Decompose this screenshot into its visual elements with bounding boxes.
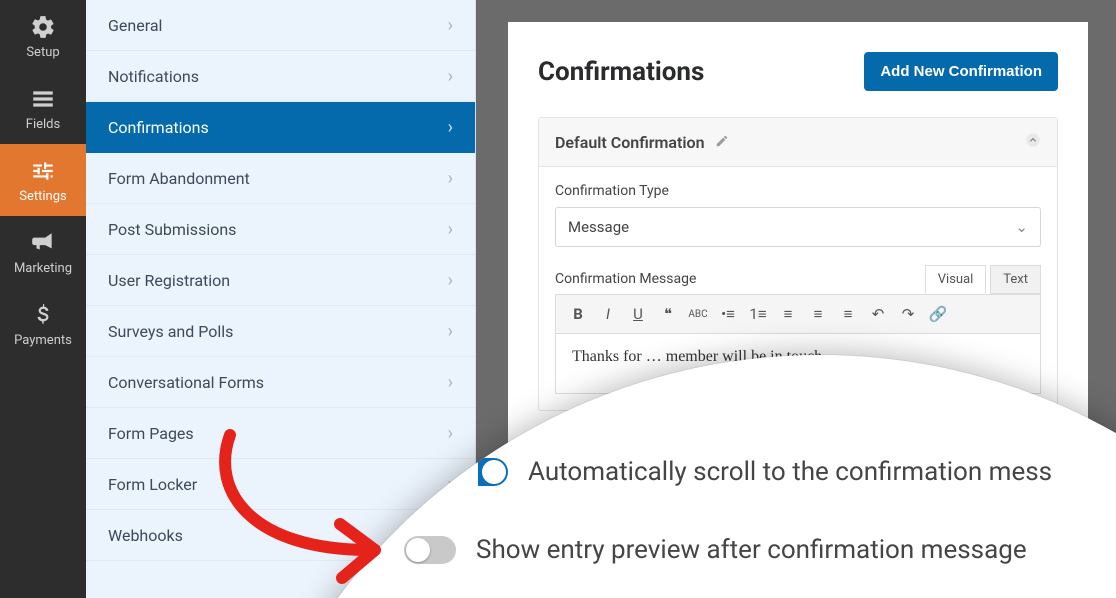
panel-header[interactable]: Default Confirmation <box>539 118 1057 167</box>
sidebar-item-surveys-polls[interactable]: Surveys and Polls › <box>86 306 475 357</box>
bullet-list-icon[interactable]: •≡ <box>714 300 742 328</box>
rail-label: Marketing <box>14 261 72 276</box>
confirmation-type-select[interactable]: Message ⌄ <box>555 207 1041 247</box>
sidebar-item-form-abandonment[interactable]: Form Abandonment › <box>86 153 475 204</box>
sidebar-item-user-registration[interactable]: User Registration › <box>86 255 475 306</box>
sidebar-item-confirmations[interactable]: Confirmations › <box>86 102 475 153</box>
rail-label: Settings <box>19 189 66 204</box>
chevron-right-icon: › <box>448 321 453 342</box>
select-value: Message <box>568 218 629 236</box>
clear-format-icon[interactable]: ABC <box>684 300 712 328</box>
confirmation-message-label: Confirmation Message <box>555 271 696 287</box>
sidebar-item-label: General <box>108 16 162 35</box>
chevron-right-icon: › <box>448 168 453 189</box>
auto-scroll-toggle-partial[interactable] <box>478 452 508 492</box>
zoom-callout: Tags Automatically scroll to the confirm… <box>220 355 1116 598</box>
link-icon[interactable]: 🔗 <box>924 300 952 328</box>
sidebar-item-label: Notifications <box>108 67 199 86</box>
quote-icon[interactable]: ❝ <box>654 300 682 328</box>
redo-icon[interactable]: ↷ <box>894 300 922 328</box>
align-center-icon[interactable]: ≡ <box>804 300 832 328</box>
nav-rail: Setup Fields Settings Marketing Payments <box>0 0 86 598</box>
editor-tab-visual[interactable]: Visual <box>925 265 987 294</box>
sidebar-item-label: User Registration <box>108 271 230 290</box>
show-entry-preview-label: Show entry preview after confirmation me… <box>476 535 1027 565</box>
align-left-icon[interactable]: ≡ <box>774 300 802 328</box>
sidebar-item-label: Form Pages <box>108 424 194 443</box>
sidebar-item-label: Surveys and Polls <box>108 322 233 341</box>
sidebar-item-label: Form Locker <box>108 475 197 494</box>
underline-icon[interactable]: U <box>624 300 652 328</box>
sidebar-item-notifications[interactable]: Notifications › <box>86 51 475 102</box>
rail-label: Payments <box>14 333 72 348</box>
bold-icon[interactable]: B <box>564 300 592 328</box>
page-title: Confirmations <box>538 57 704 87</box>
sidebar-item-post-submissions[interactable]: Post Submissions › <box>86 204 475 255</box>
rail-item-setup[interactable]: Setup <box>0 0 86 72</box>
rail-label: Setup <box>26 45 59 60</box>
list-icon <box>30 85 56 113</box>
sliders-icon <box>30 157 56 185</box>
editor-toolbar: B I U ❝ ABC •≡ 1≡ ≡ ≡ ≡ ↶ ↷ 🔗 <box>555 294 1041 334</box>
rail-item-payments[interactable]: Payments <box>0 288 86 360</box>
sidebar-item-label: Webhooks <box>108 526 183 545</box>
sidebar-item-label: Confirmations <box>108 118 209 137</box>
chevron-right-icon: › <box>448 15 453 36</box>
sidebar-item-label: Form Abandonment <box>108 169 250 188</box>
bullhorn-icon <box>30 229 56 257</box>
dollar-icon <box>30 301 56 329</box>
sidebar-item-general[interactable]: General › <box>86 0 475 51</box>
number-list-icon[interactable]: 1≡ <box>744 300 772 328</box>
chevron-right-icon: › <box>448 117 453 138</box>
italic-icon[interactable]: I <box>594 300 622 328</box>
add-new-confirmation-button[interactable]: Add New Confirmation <box>864 52 1058 91</box>
rail-label: Fields <box>26 117 60 132</box>
show-entry-preview-toggle[interactable] <box>404 536 456 564</box>
auto-scroll-label: Automatically scroll to the confirmation… <box>528 457 1052 487</box>
chevron-right-icon: › <box>448 270 453 291</box>
chevron-right-icon: › <box>448 66 453 87</box>
panel-title: Default Confirmation <box>555 133 705 152</box>
sidebar-item-label: Post Submissions <box>108 220 236 239</box>
chevron-up-icon[interactable] <box>1025 132 1041 152</box>
chevron-right-icon: › <box>448 219 453 240</box>
undo-icon[interactable]: ↶ <box>864 300 892 328</box>
pencil-icon[interactable] <box>715 133 729 152</box>
rail-item-marketing[interactable]: Marketing <box>0 216 86 288</box>
editor-tab-text[interactable]: Text <box>990 265 1041 294</box>
chevron-down-icon: ⌄ <box>1015 218 1028 236</box>
align-right-icon[interactable]: ≡ <box>834 300 862 328</box>
gear-icon <box>30 13 56 41</box>
rail-item-fields[interactable]: Fields <box>0 72 86 144</box>
confirmation-type-label: Confirmation Type <box>555 183 1041 199</box>
rail-item-settings[interactable]: Settings <box>0 144 86 216</box>
